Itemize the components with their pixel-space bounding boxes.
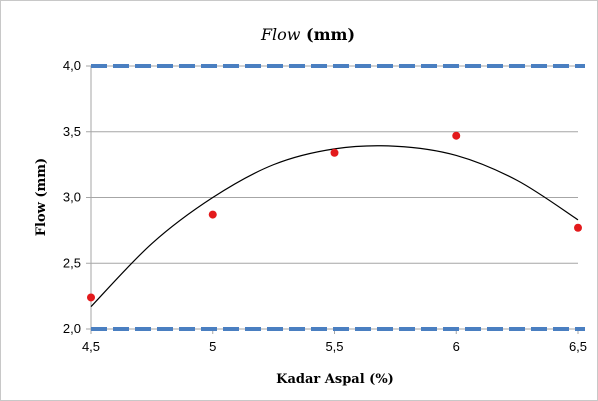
y-tick-label-4: 4,0	[63, 58, 81, 73]
data-point-2	[330, 148, 339, 157]
chart-title: Flow (mm)	[260, 25, 355, 44]
x-tick-label-1: 5	[209, 339, 216, 354]
y-tick-label-0: 2,0	[63, 321, 81, 336]
data-point-3	[452, 131, 461, 140]
tick-labels-layer: 2,0 2,5 3,0 3,5 4,0 4,5 5 5,5 6 6,5	[63, 58, 587, 354]
data-point-4	[574, 223, 582, 232]
x-tick-label-4: 6,5	[569, 339, 587, 354]
x-axis-label: Kadar Aspal (%)	[276, 372, 394, 387]
y-tick-label-1: 2,5	[63, 255, 81, 270]
x-tick-label-2: 5,5	[325, 339, 343, 354]
y-tick-label-3: 3,5	[63, 124, 81, 139]
x-tick-label-3: 6	[453, 339, 460, 354]
y-tick-label-2: 3,0	[63, 190, 81, 205]
data-point-0	[87, 293, 95, 302]
chart-title-italic: Flow	[260, 25, 301, 44]
data-point-1	[208, 210, 217, 219]
points-layer	[87, 131, 582, 302]
y-axis-label: Flow (mm)	[34, 158, 49, 236]
chart-title-rest: (mm)	[300, 25, 355, 44]
x-tick-label-0: 4,5	[82, 339, 100, 354]
limit-lines-layer	[91, 64, 585, 331]
